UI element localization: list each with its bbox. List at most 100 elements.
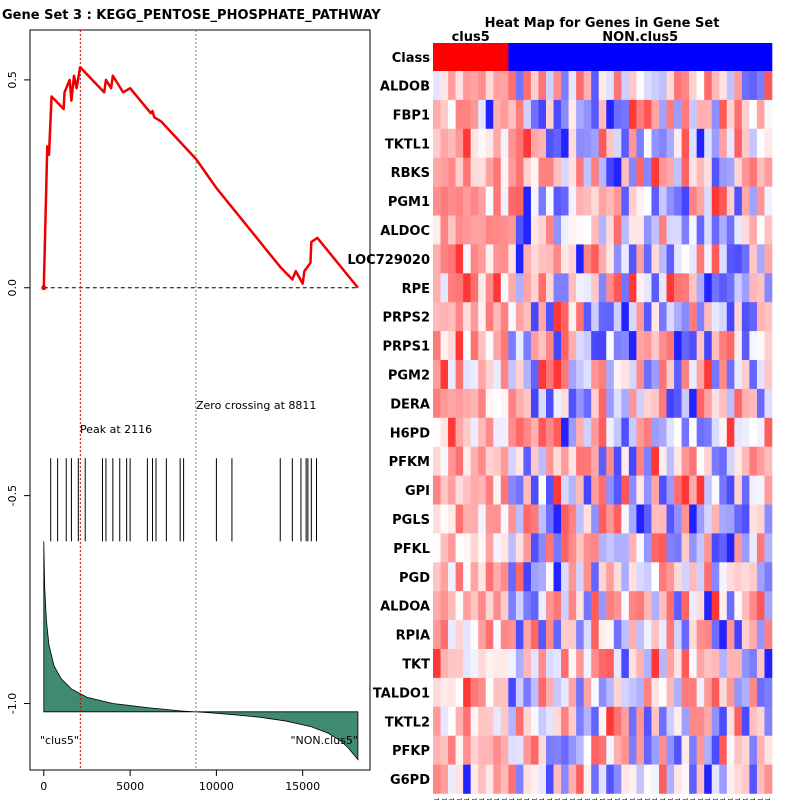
heatmap-cell xyxy=(530,475,539,505)
reference-lines xyxy=(43,30,358,770)
heatmap-cell xyxy=(576,562,584,592)
gene-label: PRPS2 xyxy=(383,311,430,326)
heatmap-cell xyxy=(440,735,449,765)
heatmap-cell xyxy=(741,677,750,708)
heatmap-cell xyxy=(741,735,750,765)
heatmap-cell xyxy=(448,331,456,361)
heatmap-cell xyxy=(726,244,735,274)
heatmap-cell xyxy=(726,735,735,765)
heatmap-cell xyxy=(711,360,720,390)
heatmap-cell xyxy=(704,71,713,101)
heatmap-cell xyxy=(433,562,441,592)
heatmap-cell xyxy=(470,360,479,390)
sample-label: VRX_01 xyxy=(479,797,486,800)
heatmap-cell xyxy=(463,735,471,765)
heatmap-cell xyxy=(719,331,728,361)
heatmap-cell xyxy=(568,273,577,303)
gene-label: PFKL xyxy=(393,542,430,557)
heatmap-cell xyxy=(681,475,690,505)
heatmap-cell xyxy=(485,273,494,303)
heatmap-cell xyxy=(749,533,758,563)
heatmap-cell xyxy=(674,591,682,621)
heatmap-cell xyxy=(636,446,645,476)
heatmap-cell xyxy=(734,677,743,708)
heatmap-cell xyxy=(689,649,697,679)
heatmap-cell xyxy=(568,388,577,419)
heatmap-cell xyxy=(606,388,615,419)
heatmap-cell xyxy=(583,302,592,332)
heatmap-cell xyxy=(515,735,524,765)
gene-labels: ALDOB FBP1 TKTL1 RBKS PGM1 ALDOC LOC729020 RPE P… xyxy=(347,79,430,788)
heatmap-cell xyxy=(613,215,622,245)
heatmap-cell xyxy=(613,649,622,679)
heatmap-cell xyxy=(523,475,532,505)
heatmap-cell xyxy=(448,128,456,158)
heatmap-cell xyxy=(433,677,441,708)
heatmap-cell xyxy=(440,215,449,245)
heatmap-cell xyxy=(485,417,494,447)
heatmap-cell xyxy=(493,677,502,708)
heatmap-cell xyxy=(440,591,449,621)
heatmap-cell xyxy=(538,533,547,563)
heatmap-cell xyxy=(568,735,577,765)
heatmap-cell xyxy=(523,331,532,361)
heatmap-cell xyxy=(696,620,705,650)
sample-label: AV9_01 xyxy=(532,797,539,800)
heatmap-cell xyxy=(628,764,637,794)
heatmap-cell xyxy=(561,417,569,447)
heatmap-cell xyxy=(734,764,743,794)
heatmap-cell xyxy=(493,157,502,187)
heatmap-cell xyxy=(500,533,509,563)
heatmap-cell xyxy=(583,388,592,419)
heatmap-cell xyxy=(749,591,758,621)
heatmap-cell xyxy=(576,388,584,419)
heatmap-cell xyxy=(546,273,554,303)
heatmap-cell xyxy=(719,533,728,563)
heatmap-cell xyxy=(741,764,750,794)
heatmap-cell xyxy=(711,128,720,158)
heatmap-cell xyxy=(764,504,773,534)
heatmap-cell xyxy=(576,706,584,736)
heatmap-cell xyxy=(643,244,652,274)
heatmap-cell xyxy=(681,706,690,736)
heatmap-cell xyxy=(538,620,547,650)
heatmap-cell xyxy=(440,504,449,534)
heatmap-cell xyxy=(591,302,600,332)
heatmap-cell xyxy=(591,562,600,592)
heatmap-cell xyxy=(598,677,607,708)
heatmap-cell xyxy=(613,677,622,708)
heatmap-cell xyxy=(553,475,562,505)
heatmap-cell xyxy=(696,186,705,216)
heatmap-cell xyxy=(659,764,667,794)
heatmap-cell xyxy=(628,360,637,390)
heatmap-cell xyxy=(448,186,456,216)
heatmap-cell xyxy=(726,215,735,245)
heatmap-cell xyxy=(606,273,615,303)
heatmap-cell xyxy=(749,649,758,679)
heatmap-cell xyxy=(628,157,637,187)
heatmap-cell xyxy=(561,302,569,332)
heatmap-cell xyxy=(448,157,456,187)
heatmap-cell xyxy=(508,533,517,563)
heatmap-cell xyxy=(606,331,615,361)
heatmap-cell xyxy=(621,706,630,736)
heatmap-cell xyxy=(598,128,607,158)
heatmap-cell xyxy=(734,302,743,332)
heatmap-cell xyxy=(433,186,441,216)
heatmap-cell xyxy=(591,273,600,303)
heatmap-cell xyxy=(666,186,675,216)
heatmap-cell xyxy=(613,273,622,303)
heatmap-cell xyxy=(470,388,479,419)
heatmap-cell xyxy=(538,244,547,274)
heatmap-cell xyxy=(756,764,765,794)
heatmap-cell xyxy=(643,649,652,679)
heatmap-cell xyxy=(546,244,554,274)
heatmap-cell xyxy=(749,677,758,708)
heatmap-cell xyxy=(546,331,554,361)
heatmap-cell xyxy=(433,157,441,187)
heatmap-cell xyxy=(734,417,743,447)
heatmap-cell xyxy=(463,475,471,505)
heatmap-cell xyxy=(568,562,577,592)
heatmap-cell xyxy=(561,677,569,708)
heatmap-cell xyxy=(553,215,562,245)
